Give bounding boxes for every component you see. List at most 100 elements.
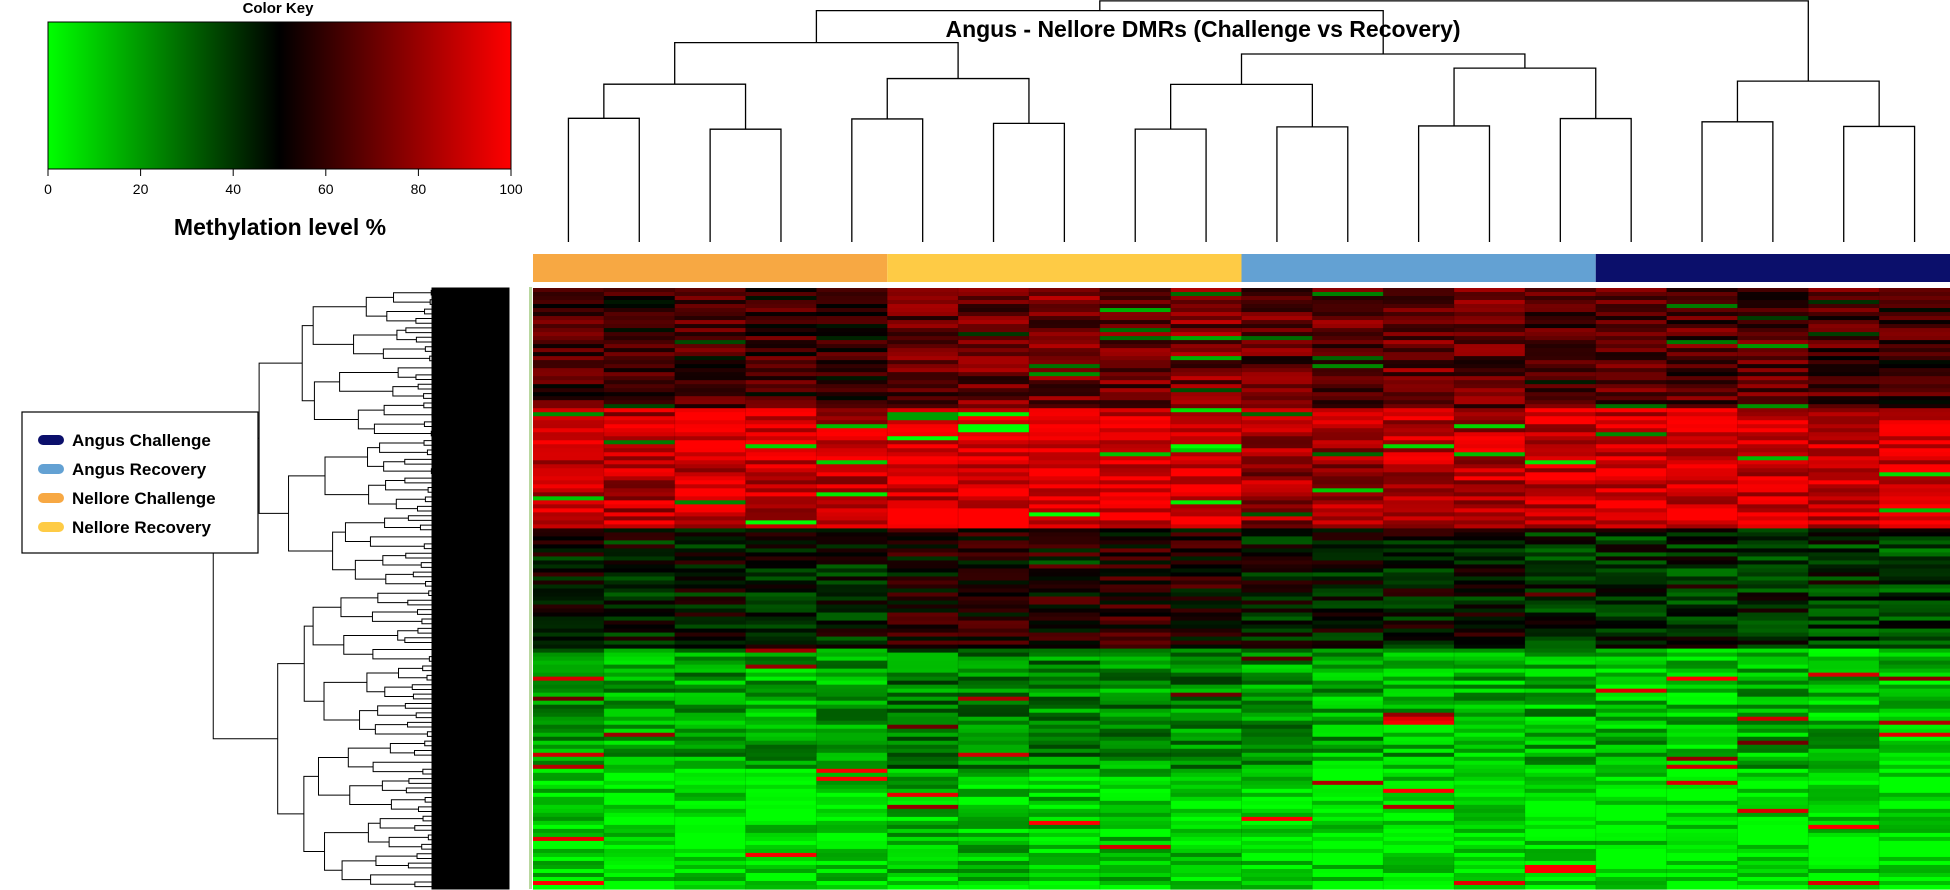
heatmap-cell	[1241, 360, 1313, 365]
heatmap-cell	[745, 456, 817, 461]
heatmap-cell	[1879, 840, 1950, 846]
heatmap-cell	[1312, 332, 1384, 337]
heatmap-cell	[1808, 528, 1880, 534]
heatmap-cell	[1028, 356, 1101, 361]
heatmap-cell	[674, 536, 747, 542]
heatmap-cell	[745, 564, 817, 570]
heatmap-cell	[958, 696, 1030, 702]
heatmap-cell	[816, 304, 888, 309]
heatmap-cell	[1454, 604, 1526, 610]
heatmap-cell	[1879, 832, 1950, 838]
heatmap-cell	[1312, 400, 1384, 405]
heatmap-cell	[1170, 536, 1243, 542]
heatmap-cell	[1595, 636, 1668, 642]
heatmap-cell	[1595, 860, 1668, 866]
heatmap-cell	[958, 396, 1030, 401]
heatmap-cell	[1170, 660, 1243, 666]
heatmap-cell	[603, 288, 676, 293]
heatmap-cell	[745, 584, 817, 590]
heatmap-cell	[1595, 568, 1668, 574]
heatmap-cell	[958, 400, 1030, 405]
heatmap-cell	[1028, 844, 1101, 850]
heatmap-cell	[603, 496, 676, 501]
heatmap-cell	[674, 524, 747, 529]
heatmap-cell	[1737, 792, 1809, 798]
heatmap-cell	[603, 604, 676, 610]
heatmap-cell	[1666, 336, 1739, 341]
heatmap-cell	[533, 800, 605, 806]
heatmap-cell	[1170, 664, 1243, 670]
heatmap-cell	[1312, 780, 1384, 786]
heatmap-cell	[745, 660, 817, 666]
heatmap-cell	[1666, 844, 1739, 850]
heatmap-cell	[603, 324, 676, 329]
heatmap-cell	[816, 408, 888, 413]
heatmap-cell	[1454, 856, 1526, 862]
heatmap-cell	[1241, 508, 1313, 513]
heatmap-cell	[958, 804, 1030, 810]
heatmap-cell	[1454, 664, 1526, 670]
heatmap-cell	[1454, 624, 1526, 630]
heatmap-cell	[1595, 688, 1668, 694]
heatmap-cell	[1454, 848, 1526, 854]
heatmap-cell	[887, 700, 959, 706]
heatmap-cell	[1666, 820, 1739, 826]
heatmap-cell	[1028, 684, 1101, 690]
heatmap-cell	[1808, 432, 1880, 437]
heatmap-cell	[1454, 632, 1526, 638]
heatmap-cell	[1737, 668, 1809, 674]
heatmap-cell	[1454, 380, 1526, 385]
heatmap-cell	[1737, 820, 1809, 826]
heatmap-cell	[1312, 576, 1384, 582]
heatmap-cell	[603, 760, 676, 766]
row-dendrogram-link	[324, 832, 369, 871]
heatmap-cell	[1312, 340, 1384, 345]
heatmap-cell	[1312, 764, 1384, 770]
heatmap-cell	[1808, 380, 1880, 385]
heatmap-cell	[1028, 392, 1101, 397]
heatmap-cell	[1879, 464, 1950, 469]
heatmap-cell	[1737, 572, 1809, 578]
heatmap-cell	[1737, 540, 1809, 546]
heatmap-cell	[887, 712, 959, 718]
heatmap-cell	[1170, 864, 1243, 870]
heatmap-cell	[1737, 716, 1809, 722]
heatmap-cell	[603, 692, 676, 698]
heatmap-cell	[958, 364, 1030, 369]
heatmap-cell	[674, 572, 747, 578]
row-dendrogram-link	[385, 480, 429, 491]
heatmap-cell	[1454, 588, 1526, 594]
heatmap-cell	[745, 844, 817, 850]
heatmap-cell	[816, 772, 888, 778]
heatmap-cell	[1383, 300, 1455, 305]
heatmap-cell	[1454, 644, 1526, 650]
heatmap-cell	[1170, 568, 1243, 574]
heatmap-cell	[1241, 884, 1313, 890]
heatmap-cell	[1737, 848, 1809, 854]
heatmap-cell	[1595, 612, 1668, 618]
heatmap-cell	[1737, 680, 1809, 686]
heatmap-cell	[1808, 632, 1880, 638]
heatmap-cell	[1383, 500, 1455, 505]
heatmap-cell	[603, 716, 676, 722]
heatmap-cell	[745, 308, 817, 313]
heatmap-cell	[674, 552, 747, 558]
heatmap-cell	[1595, 524, 1668, 529]
row-dendrogram-link	[375, 855, 418, 867]
heatmap-cell	[674, 416, 747, 421]
heatmap-cell	[1879, 872, 1950, 878]
heatmap-cell	[1737, 612, 1809, 618]
heatmap-cell	[1595, 824, 1668, 830]
heatmap-cell	[1454, 328, 1526, 333]
heatmap-cell	[1028, 500, 1101, 505]
heatmap-cell	[1595, 596, 1668, 602]
heatmap-cell	[1595, 492, 1668, 497]
heatmap-cell	[1737, 788, 1809, 794]
heatmap-cell	[1737, 656, 1809, 662]
heatmap-cell	[1808, 340, 1880, 345]
heatmap-cell	[1383, 692, 1455, 698]
heatmap-cell	[887, 416, 959, 421]
heatmap-cell	[745, 356, 817, 361]
heatmap-cell	[603, 456, 676, 461]
heatmap-cell	[745, 824, 817, 830]
